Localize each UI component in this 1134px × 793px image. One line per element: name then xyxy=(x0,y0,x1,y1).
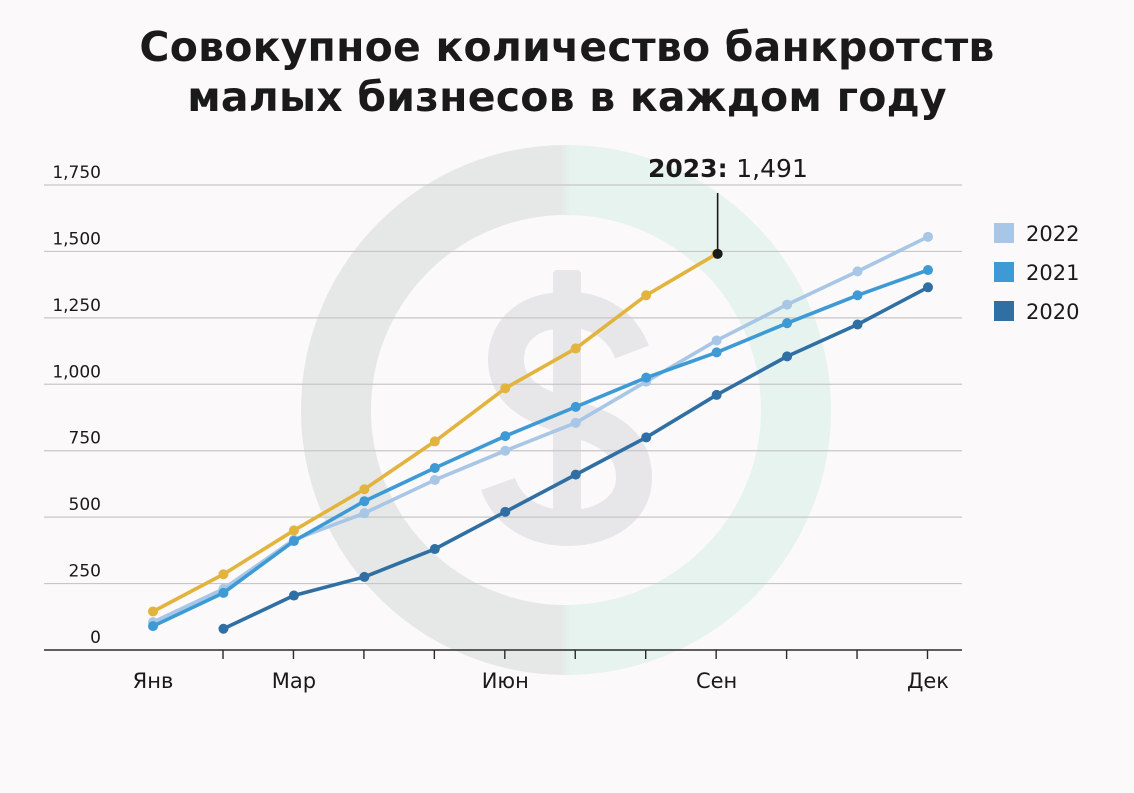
legend-item-2021: 2021 xyxy=(994,261,1079,285)
data-point xyxy=(782,318,793,329)
series-2021 xyxy=(148,265,933,632)
legend-label: 2020 xyxy=(1026,300,1079,324)
dollar-sign-icon xyxy=(481,270,653,547)
data-point xyxy=(923,282,933,293)
chart-title: Совокупное количество банкротств малых б… xyxy=(0,22,1134,122)
chart-title-line-1: Совокупное количество банкротств xyxy=(139,23,995,71)
x-tick-label: Янв xyxy=(133,669,174,693)
data-point xyxy=(570,469,581,480)
data-point xyxy=(570,401,581,412)
data-point xyxy=(288,536,299,547)
series-2023 xyxy=(148,248,722,617)
y-tick-label: 1,500 xyxy=(52,229,101,249)
y-tick-labels: 0 250 500 750 1,000 1,250 1,500 1,750 xyxy=(52,163,101,648)
y-tick-label: 500 xyxy=(69,495,101,515)
data-point xyxy=(429,436,440,447)
data-point xyxy=(218,587,229,598)
data-point xyxy=(852,290,863,301)
chart-title-line-2: малых бизнесов в каждом году xyxy=(187,73,947,121)
data-point xyxy=(148,606,158,617)
x-tick-label: Дек xyxy=(907,669,949,693)
x-tick-label: Мар xyxy=(272,669,316,693)
series-line-2021 xyxy=(151,268,930,628)
data-point xyxy=(711,335,722,346)
y-tick-label: 1,250 xyxy=(52,296,101,316)
data-point xyxy=(148,621,158,632)
x-tick-labels: Янв Мар Июн Сен Дек xyxy=(133,669,949,693)
y-tick-label: 1,750 xyxy=(52,163,101,183)
annotation-marker xyxy=(712,248,723,259)
y-tick-label: 250 xyxy=(69,562,101,582)
legend-item-2022: 2022 xyxy=(994,222,1079,246)
x-tick-label: Июн xyxy=(482,669,529,693)
data-point xyxy=(852,266,863,277)
data-point xyxy=(570,343,581,354)
legend-swatch xyxy=(994,301,1014,321)
watermark-ring xyxy=(301,145,831,675)
data-point xyxy=(711,389,722,400)
legend: 2022 2021 2020 xyxy=(994,222,1079,324)
legend-item-2020: 2020 xyxy=(994,300,1079,324)
series-lines xyxy=(148,231,933,634)
data-point xyxy=(359,484,370,495)
data-point xyxy=(359,496,370,507)
data-point xyxy=(641,372,652,383)
annotation-label: 2023: 1,491 xyxy=(648,154,808,183)
legend-swatch xyxy=(994,262,1014,282)
y-tick-label: 1,000 xyxy=(52,362,101,382)
data-point xyxy=(500,506,511,517)
series-2020 xyxy=(218,282,933,634)
data-point xyxy=(218,623,229,634)
data-point xyxy=(429,544,440,555)
data-point xyxy=(641,432,652,443)
annotation-year: 2023: xyxy=(648,154,736,183)
annotation: 2023: 1,491 xyxy=(648,154,808,259)
data-point xyxy=(288,525,299,536)
data-point xyxy=(923,265,933,276)
legend-label: 2021 xyxy=(1026,261,1079,285)
legend-label: 2022 xyxy=(1026,222,1079,246)
data-point xyxy=(218,569,229,580)
data-point xyxy=(782,351,793,362)
data-point xyxy=(429,462,440,473)
data-point xyxy=(852,319,863,330)
data-point xyxy=(641,290,652,301)
data-point xyxy=(500,445,511,456)
data-point xyxy=(570,417,581,428)
data-point xyxy=(500,431,511,442)
data-point xyxy=(782,299,793,310)
annotation-value: 1,491 xyxy=(736,154,808,183)
legend-swatch xyxy=(994,223,1014,243)
data-point xyxy=(923,231,933,242)
data-point xyxy=(429,474,440,485)
data-point xyxy=(711,347,722,358)
y-tick-label: 0 xyxy=(90,628,101,648)
x-axis xyxy=(44,649,962,659)
data-point xyxy=(500,383,511,394)
x-tick-label: Сен xyxy=(696,669,737,693)
data-point xyxy=(359,508,370,519)
y-tick-label: 750 xyxy=(69,429,101,449)
data-point xyxy=(288,590,299,601)
data-point xyxy=(359,571,370,582)
